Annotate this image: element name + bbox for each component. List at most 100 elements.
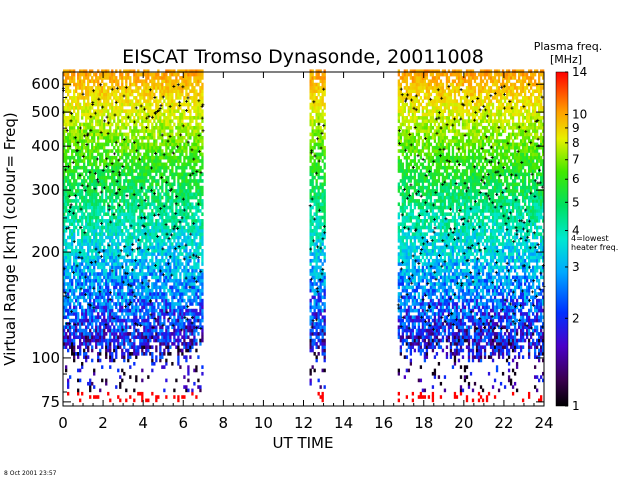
data-cell xyxy=(173,258,176,263)
data-cell xyxy=(185,215,188,220)
data-cell xyxy=(95,145,98,150)
data-cell xyxy=(197,285,200,290)
data-cell xyxy=(187,72,190,77)
data-cell xyxy=(167,328,170,333)
data-cell xyxy=(89,222,92,226)
data-cell xyxy=(85,298,88,303)
data-cell xyxy=(193,282,196,286)
data-cell xyxy=(181,189,184,193)
data-cell xyxy=(79,292,82,296)
data-cell xyxy=(85,106,88,110)
data-cell xyxy=(131,159,134,163)
data-cell xyxy=(77,298,80,303)
data-cell xyxy=(165,275,168,280)
data-cell xyxy=(97,82,100,87)
data-cell xyxy=(201,332,204,336)
data-cell xyxy=(175,268,178,273)
data-cell xyxy=(143,255,146,260)
data-cell xyxy=(67,72,70,77)
data-cell xyxy=(141,308,144,313)
data-cell xyxy=(115,125,118,130)
data-cell xyxy=(137,152,140,157)
data-cell xyxy=(309,152,312,157)
data-cell xyxy=(95,199,98,203)
data-cell xyxy=(97,132,100,137)
data-cell xyxy=(103,112,106,117)
data-cell xyxy=(161,172,164,177)
data-cell xyxy=(183,189,186,193)
data-cell xyxy=(123,139,126,143)
data-cell xyxy=(157,292,160,296)
data-cell xyxy=(143,345,146,349)
data-cell xyxy=(97,115,100,120)
data-cell xyxy=(105,122,108,127)
data-cell xyxy=(109,76,112,80)
data-cell xyxy=(87,235,90,240)
data-cell xyxy=(115,225,118,230)
data-cell xyxy=(75,265,78,270)
data-cell xyxy=(201,278,204,283)
data-cell xyxy=(83,152,86,157)
data-cell xyxy=(115,215,118,220)
data-cell xyxy=(177,332,180,336)
data-cell xyxy=(91,295,94,300)
data-cell xyxy=(309,92,312,97)
data-cell xyxy=(103,302,106,306)
data-cell xyxy=(119,185,122,190)
data-cell xyxy=(189,82,192,87)
data-cell xyxy=(311,169,314,173)
data-cell xyxy=(115,242,118,246)
data-cell xyxy=(141,298,144,303)
data-cell xyxy=(139,292,142,296)
data-cell xyxy=(133,145,136,150)
data-cell xyxy=(195,79,198,84)
data-cell xyxy=(129,278,132,283)
data-cell xyxy=(171,209,174,213)
data-cell xyxy=(123,212,126,217)
data-cell xyxy=(123,325,126,330)
data-cell xyxy=(129,189,132,193)
data-cell xyxy=(99,125,102,130)
data-cell xyxy=(169,205,172,210)
data-cell xyxy=(119,332,122,336)
data-cell xyxy=(129,139,132,143)
data-cell xyxy=(161,162,164,167)
data-cell xyxy=(111,272,114,276)
data-cell xyxy=(185,312,188,316)
data-cell xyxy=(167,312,170,316)
data-cell xyxy=(145,142,148,147)
data-cell xyxy=(169,302,172,306)
data-cell xyxy=(157,265,160,270)
data-cell xyxy=(153,86,156,90)
data-cell xyxy=(153,109,156,113)
data-cell xyxy=(163,122,166,127)
data-cell xyxy=(85,252,88,256)
data-cell xyxy=(197,265,200,270)
data-cell xyxy=(309,272,312,276)
data-cell xyxy=(163,112,166,117)
data-cell xyxy=(99,142,102,147)
data-cell xyxy=(73,355,76,359)
data-cell xyxy=(125,295,128,300)
data-cell xyxy=(127,229,130,233)
data-cell xyxy=(177,132,180,137)
data-cell xyxy=(83,159,86,163)
data-cell xyxy=(91,189,94,193)
data-cell xyxy=(169,159,172,163)
data-cell xyxy=(97,282,100,286)
data-cell xyxy=(117,292,120,296)
data-cell xyxy=(199,145,202,150)
data-cell xyxy=(63,308,66,313)
data-cell xyxy=(193,278,196,283)
data-cell xyxy=(311,86,314,90)
data-cell xyxy=(197,92,200,97)
data-cell xyxy=(127,69,130,74)
data-cell xyxy=(191,388,194,393)
data-cell xyxy=(311,182,314,187)
data-cell xyxy=(111,76,114,80)
data-cell xyxy=(149,232,152,236)
data-cell xyxy=(115,155,118,160)
data-cell xyxy=(189,235,192,240)
data-cell xyxy=(77,272,80,276)
data-cell xyxy=(117,315,120,320)
